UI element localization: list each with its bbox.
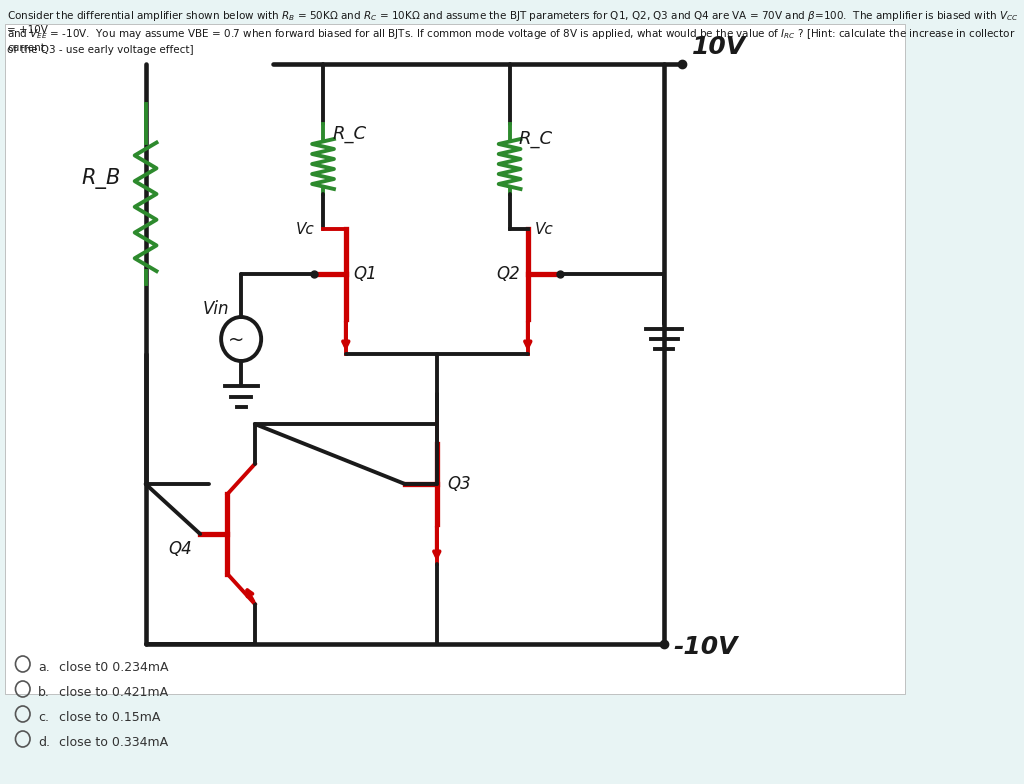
Text: b.: b. — [38, 686, 50, 699]
Text: Q1: Q1 — [353, 265, 377, 283]
Text: Q3: Q3 — [447, 475, 471, 493]
Text: 10V: 10V — [691, 35, 745, 59]
Text: R_C: R_C — [332, 125, 367, 143]
Text: close t0 0.234mA: close t0 0.234mA — [59, 661, 169, 674]
Text: Q2: Q2 — [496, 265, 520, 283]
Text: -10V: -10V — [674, 635, 738, 659]
Text: Vc: Vc — [296, 222, 314, 237]
Text: ~: ~ — [227, 331, 244, 350]
Text: c.: c. — [38, 711, 49, 724]
Text: Q4: Q4 — [168, 540, 193, 558]
Text: close to 0.421mA: close to 0.421mA — [59, 686, 168, 699]
Text: Consider the differential amplifier shown below with $R_B$ = 50K$\Omega$ and $R_: Consider the differential amplifier show… — [7, 9, 1019, 34]
Text: close to 0.15mA: close to 0.15mA — [59, 711, 161, 724]
Text: a.: a. — [38, 661, 50, 674]
Text: and $V_{EE}$ = -10V.  You may assume VBE = 0.7 when forward biased for all BJTs.: and $V_{EE}$ = -10V. You may assume VBE … — [7, 27, 1016, 53]
Text: close to 0.334mA: close to 0.334mA — [59, 736, 168, 749]
FancyBboxPatch shape — [4, 24, 905, 694]
Text: R_C: R_C — [519, 130, 553, 148]
Text: d.: d. — [38, 736, 50, 749]
Text: Vin: Vin — [203, 300, 229, 318]
Text: R_B: R_B — [82, 168, 121, 189]
Text: of the Q3 - use early voltage effect]: of the Q3 - use early voltage effect] — [7, 45, 194, 55]
Text: Vc: Vc — [536, 222, 554, 237]
